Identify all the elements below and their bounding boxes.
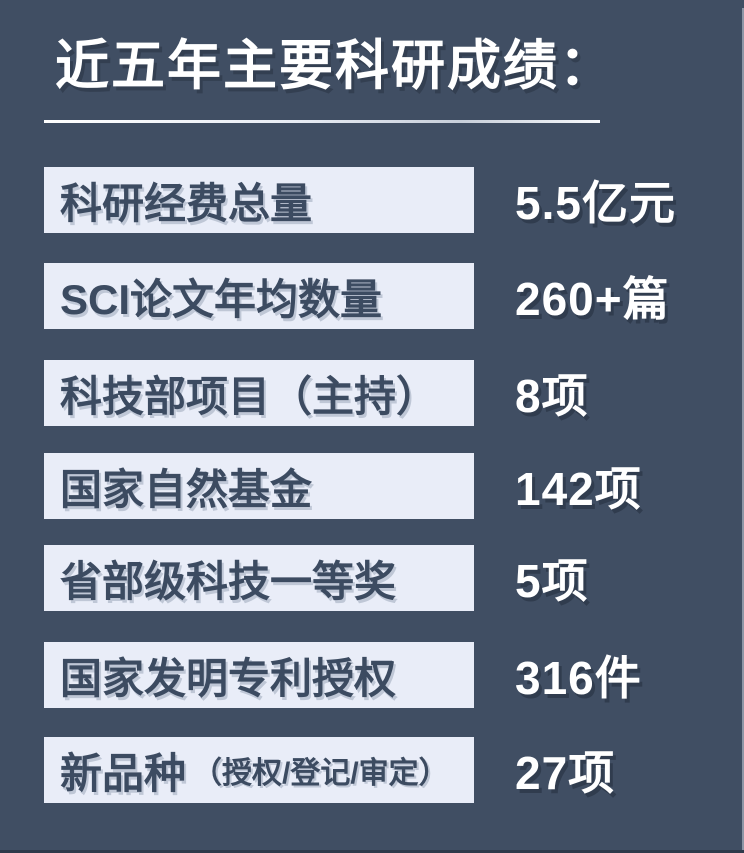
stat-label: 省部级科技一等奖 xyxy=(60,557,397,605)
stat-label: 科研经费总量 xyxy=(60,179,313,227)
stat-value: 8项 xyxy=(515,370,589,422)
stat-label: 国家自然基金 xyxy=(60,465,313,513)
stat-row-research-funding: 科研经费总量 5.5亿元 xyxy=(0,167,744,233)
stat-value: 316件 xyxy=(515,652,642,704)
stat-value: 260+篇 xyxy=(515,273,670,325)
stat-row-most-projects: 科技部项目（主持） 8项 xyxy=(0,360,744,426)
stat-row-new-varieties: 新品种 （授权/登记/审定） 27项 xyxy=(0,737,744,803)
right-edge-line xyxy=(742,8,744,853)
stat-value: 5项 xyxy=(515,555,589,607)
stat-label: 科技部项目（主持） xyxy=(60,372,439,420)
stat-label-box: 新品种 （授权/登记/审定） xyxy=(44,737,474,803)
stat-label-box: 省部级科技一等奖 xyxy=(44,545,474,611)
bottom-edge-line xyxy=(0,850,744,853)
stat-value: 27项 xyxy=(515,747,616,799)
page-title: 近五年主要科研成绩： xyxy=(55,36,615,96)
stat-label-box: 科技部项目（主持） xyxy=(44,360,474,426)
stat-label-box: 国家发明专利授权 xyxy=(44,642,474,708)
stat-row-invention-patents: 国家发明专利授权 316件 xyxy=(0,642,744,708)
stat-value: 5.5亿元 xyxy=(515,177,676,229)
stat-label: SCI论文年均数量 xyxy=(60,275,383,323)
title-underline-divider xyxy=(44,120,600,123)
stat-value: 142项 xyxy=(515,463,642,515)
stat-row-nsfc-grants: 国家自然基金 142项 xyxy=(0,453,744,519)
stat-label: 新品种 xyxy=(60,749,187,797)
stat-row-sci-papers: SCI论文年均数量 260+篇 xyxy=(0,263,744,329)
stat-row-provincial-awards: 省部级科技一等奖 5项 xyxy=(0,545,744,611)
stat-label-box: SCI论文年均数量 xyxy=(44,263,474,329)
stat-label-note: （授权/登记/审定） xyxy=(192,757,449,790)
stat-label: 国家发明专利授权 xyxy=(60,654,397,702)
stat-label-box: 科研经费总量 xyxy=(44,167,474,233)
stat-label-box: 国家自然基金 xyxy=(44,453,474,519)
